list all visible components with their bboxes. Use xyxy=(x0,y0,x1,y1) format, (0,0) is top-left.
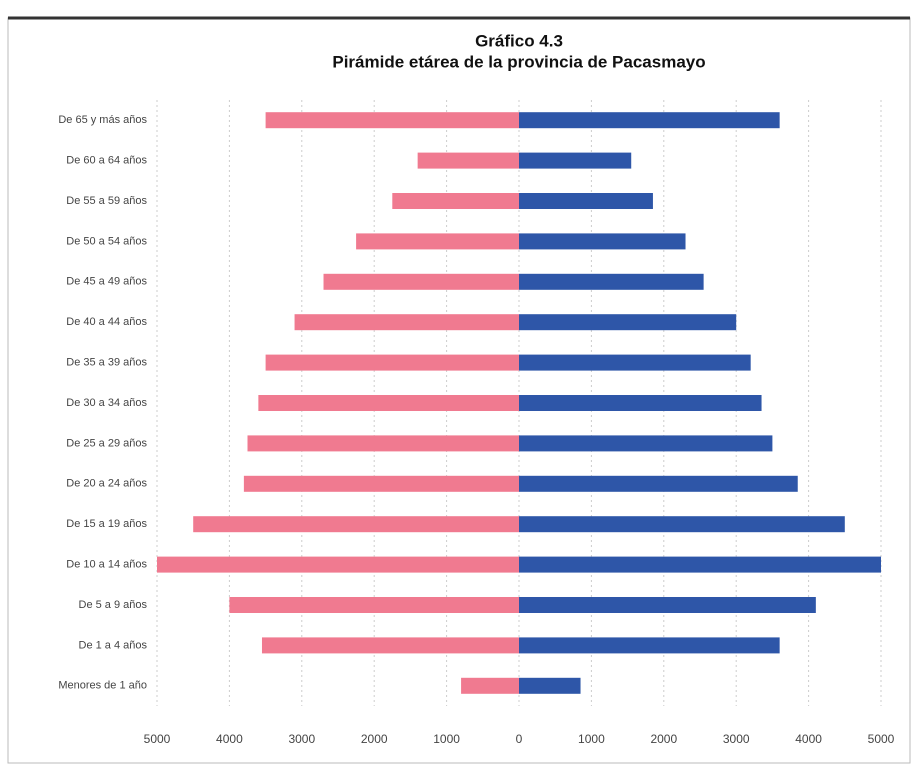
bar xyxy=(519,516,845,533)
bar xyxy=(519,556,881,573)
bar xyxy=(157,556,519,573)
bar xyxy=(519,677,581,694)
y-tick-label: De 10 a 14 años xyxy=(66,559,147,571)
y-tick-label: Menores de 1 año xyxy=(58,680,147,692)
x-tick-label: 3000 xyxy=(288,732,315,746)
x-tick-label: 4000 xyxy=(795,732,822,746)
bar xyxy=(193,516,519,533)
bar xyxy=(261,637,519,654)
bar xyxy=(519,475,798,492)
bar xyxy=(265,354,519,371)
bar xyxy=(519,637,780,654)
y-tick-label: De 50 a 54 años xyxy=(66,235,147,247)
bar xyxy=(519,193,653,209)
bar xyxy=(392,193,519,209)
chart-subtitle: Pirámide etárea de la provincia de Pacas… xyxy=(332,52,705,71)
x-tick-label: 2000 xyxy=(650,732,677,746)
bar xyxy=(247,435,519,452)
bar xyxy=(265,112,519,129)
y-tick-label: De 20 a 24 años xyxy=(66,478,147,490)
chart-title: Gráfico 4.3 xyxy=(475,31,563,50)
x-tick-label: 5000 xyxy=(144,732,171,746)
bar xyxy=(243,475,519,492)
y-tick-label: De 45 a 49 años xyxy=(66,276,147,288)
y-tick-label: De 65 y más años xyxy=(58,114,147,126)
y-tick-label: De 60 a 64 años xyxy=(66,155,147,167)
y-tick-label: De 1 a 4 años xyxy=(79,639,148,651)
bar xyxy=(258,395,519,411)
bar xyxy=(519,314,737,331)
bar xyxy=(229,597,519,613)
x-tick-label: 0 xyxy=(516,732,523,746)
y-tick-label: De 30 a 34 años xyxy=(66,397,147,409)
bar xyxy=(461,677,519,694)
bar xyxy=(356,233,519,250)
y-tick-label: De 35 a 39 años xyxy=(66,357,147,369)
bar xyxy=(519,112,780,129)
bar xyxy=(519,395,762,411)
bar xyxy=(519,435,773,452)
y-tick-label: De 55 a 59 años xyxy=(66,195,147,207)
x-tick-label: 4000 xyxy=(216,732,243,746)
x-tick-label: 1000 xyxy=(578,732,605,746)
bar xyxy=(519,152,632,169)
bar xyxy=(519,233,686,250)
y-tick-label: De 40 a 44 años xyxy=(66,316,147,328)
y-tick-label: De 15 a 19 años xyxy=(66,518,147,530)
bar xyxy=(519,273,704,290)
bar xyxy=(323,273,519,290)
x-tick-label: 3000 xyxy=(723,732,750,746)
bar xyxy=(294,314,519,331)
bar xyxy=(417,152,519,169)
bar xyxy=(519,597,816,613)
bar xyxy=(519,354,751,371)
y-tick-label: De 25 a 29 años xyxy=(66,437,147,449)
x-tick-label: 2000 xyxy=(361,732,388,746)
y-tick-label: De 5 a 9 años xyxy=(79,599,148,611)
x-tick-label: 1000 xyxy=(433,732,460,746)
x-tick-label: 5000 xyxy=(868,732,895,746)
